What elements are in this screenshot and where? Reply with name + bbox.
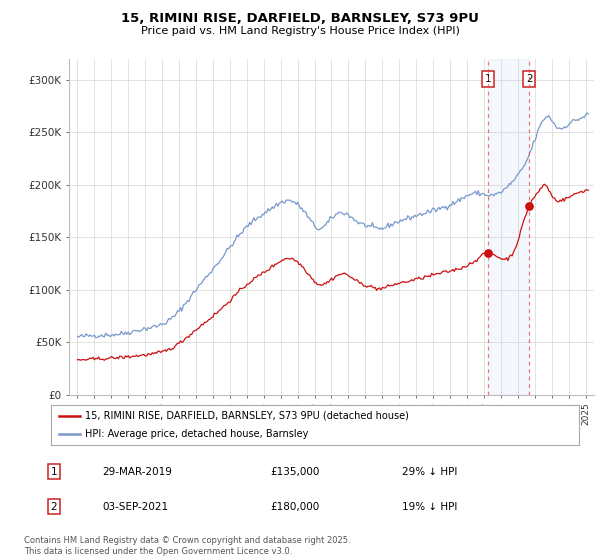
Text: Contains HM Land Registry data © Crown copyright and database right 2025.
This d: Contains HM Land Registry data © Crown c…	[24, 536, 350, 556]
Text: 15, RIMINI RISE, DARFIELD, BARNSLEY, S73 9PU: 15, RIMINI RISE, DARFIELD, BARNSLEY, S73…	[121, 12, 479, 25]
Text: 29% ↓ HPI: 29% ↓ HPI	[402, 466, 457, 477]
Point	[483, 249, 493, 258]
Text: HPI: Average price, detached house, Barnsley: HPI: Average price, detached house, Barn…	[85, 430, 308, 439]
Text: £135,000: £135,000	[270, 466, 319, 477]
Text: 2: 2	[526, 74, 532, 84]
Text: 1: 1	[485, 74, 491, 84]
Text: Price paid vs. HM Land Registry's House Price Index (HPI): Price paid vs. HM Land Registry's House …	[140, 26, 460, 36]
Bar	[488, 59, 529, 395]
Text: £180,000: £180,000	[270, 502, 319, 512]
Text: 15, RIMINI RISE, DARFIELD, BARNSLEY, S73 9PU (detached house): 15, RIMINI RISE, DARFIELD, BARNSLEY, S73…	[85, 411, 409, 421]
Text: 03-SEP-2021: 03-SEP-2021	[102, 502, 168, 512]
Point	[524, 201, 534, 210]
Text: 2: 2	[50, 502, 58, 512]
Text: 29-MAR-2019: 29-MAR-2019	[102, 466, 172, 477]
Text: 1: 1	[50, 466, 58, 477]
Text: 19% ↓ HPI: 19% ↓ HPI	[402, 502, 457, 512]
